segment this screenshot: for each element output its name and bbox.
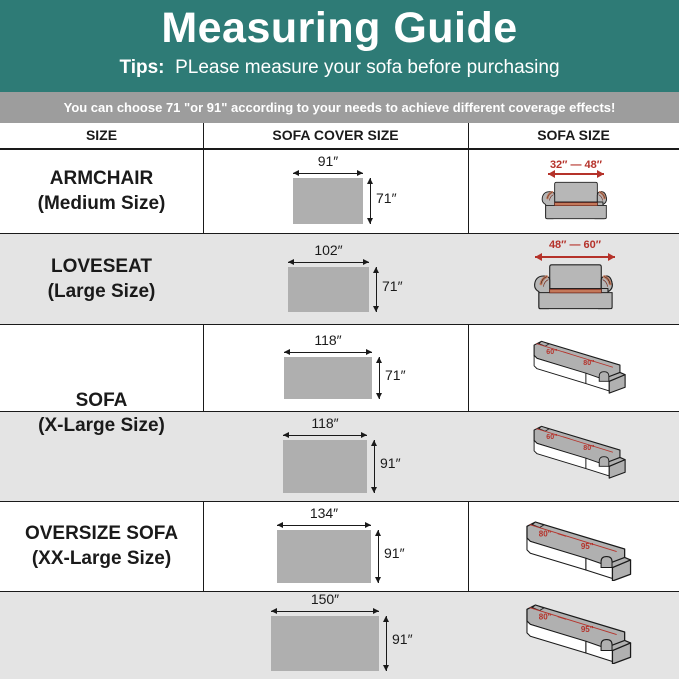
svg-text:80": 80" (539, 529, 552, 538)
svg-text:95": 95" (581, 625, 594, 634)
svg-text:60": 60" (546, 349, 557, 356)
svg-text:80": 80" (583, 445, 594, 452)
svg-text:80": 80" (539, 612, 552, 621)
svg-text:60": 60" (546, 434, 557, 441)
svg-text:80": 80" (583, 360, 594, 367)
svg-text:95": 95" (581, 542, 594, 551)
